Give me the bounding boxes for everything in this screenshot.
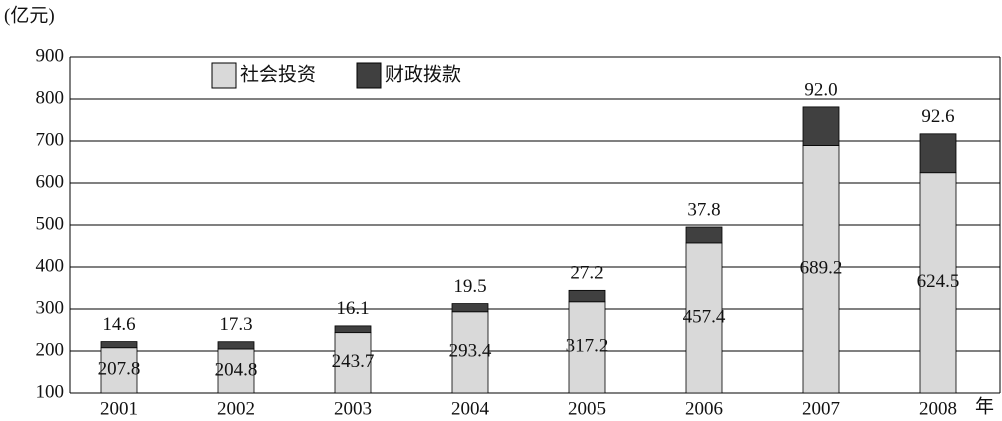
value-label: 689.2 [800,258,843,279]
y-tick-label: 400 [36,255,65,276]
y-tick-label: 500 [36,213,65,234]
legend-label: 财政拨款 [385,63,461,85]
y-tick-label: 900 [36,45,65,66]
bar-segment [100,347,138,394]
y-tick-label: 600 [36,171,65,192]
bar-segment [568,289,606,303]
x-tick-label: 2006 [685,398,723,419]
y-tick-label: 200 [36,339,65,360]
bar-segment [217,348,255,394]
x-tick-label: 2001 [100,398,138,419]
legend-swatch [356,62,382,89]
x-tick-label: 2005 [568,398,606,419]
bar-segment [802,106,840,146]
bar-segment [334,332,372,394]
value-label: 457.4 [683,306,726,327]
x-tick-label: 2002 [217,398,255,419]
bar-segment [568,301,606,394]
bar-segment [100,341,138,349]
value-label: 624.5 [917,271,960,292]
x-tick-label: 2007 [802,398,840,419]
x-tick-label: 2008 [919,398,957,419]
bar-segment [451,303,489,313]
value-label: 317.2 [566,336,609,357]
bar-segment [919,133,957,174]
bar-segment [685,226,723,244]
value-label: 92.6 [921,106,954,127]
y-tick-label: 300 [36,297,65,318]
value-label: 27.2 [570,263,603,284]
y-unit: (亿元) [4,4,55,26]
x-unit: 年 [975,395,994,417]
value-label: 37.8 [687,199,720,220]
value-label: 19.5 [453,276,486,297]
x-tick-label: 2004 [451,398,490,419]
y-tick-label: 100 [36,381,65,402]
value-label: 243.7 [332,351,375,372]
x-tick-label: 2003 [334,398,372,419]
value-label: 92.0 [804,79,837,100]
bar-segment [334,325,372,334]
legend-label: 社会投资 [240,63,316,85]
value-label: 293.4 [449,341,492,362]
value-label: 207.8 [98,359,141,380]
bar-segment [919,172,957,394]
bar-segment [217,341,255,350]
value-label: 14.6 [102,314,135,335]
value-label: 16.1 [336,298,369,319]
y-tick-label: 800 [36,87,65,108]
value-label: 204.8 [215,359,258,380]
value-label: 17.3 [219,314,252,335]
y-tick-label: 700 [36,129,65,150]
bar-segment [451,311,489,394]
legend-swatch [211,62,237,89]
